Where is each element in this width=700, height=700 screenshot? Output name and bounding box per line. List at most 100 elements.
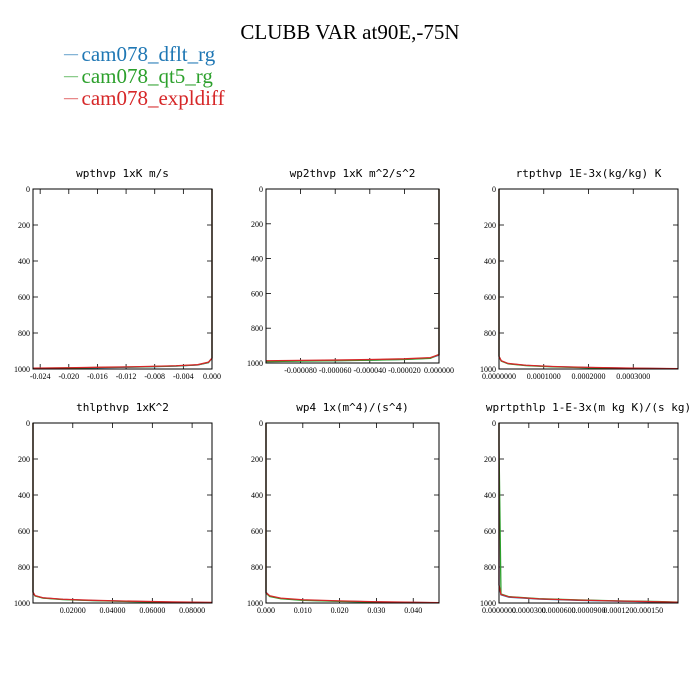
plot-frame	[265, 188, 440, 364]
x-tick-label: 0.0002000	[572, 372, 606, 381]
series-line-1	[265, 189, 440, 362]
x-tick-label: 0.000120	[603, 606, 633, 615]
y-tick-label: 0	[259, 419, 263, 428]
legend-line-icon: —	[64, 91, 82, 106]
series-line-3	[32, 189, 213, 369]
x-tick-label: 0.0000000	[482, 372, 516, 381]
y-tick-label: 600	[251, 289, 263, 298]
x-tick-label: 0.04000	[100, 606, 126, 615]
y-tick-label: 600	[484, 527, 496, 536]
series-line-1	[265, 423, 440, 604]
y-tick-label: 600	[251, 527, 263, 536]
y-tick-label: 400	[18, 491, 30, 500]
series-line-1	[498, 423, 679, 603]
plot-frame	[32, 188, 213, 370]
x-tick-label: 0.08000	[179, 606, 205, 615]
plot-frame	[498, 422, 679, 604]
series-line-3	[265, 423, 440, 604]
legend-item-qt5: — cam078_qt5_rg	[64, 65, 213, 91]
y-tick-label: 400	[484, 257, 496, 266]
series-line-2	[265, 189, 440, 363]
panel-title: wp4 1x(m^4)/(s^4)	[296, 401, 409, 414]
panel-title: rtpthvp 1E-3x(kg/kg) K	[516, 167, 662, 180]
series-line-3	[32, 423, 213, 604]
plot-frame	[498, 188, 679, 370]
x-tick-label: -0.004	[173, 372, 194, 381]
series-line-2	[498, 423, 679, 603]
x-tick-label: -0.000060	[319, 366, 352, 375]
x-tick-label: 0.040	[404, 606, 422, 615]
series-line-2	[498, 189, 679, 370]
legend-label-expldiff: cam078_expldiff	[81, 86, 225, 110]
y-tick-label: 1000	[14, 365, 30, 374]
y-tick-label: 0	[26, 419, 30, 428]
y-tick-label: 0	[492, 419, 496, 428]
x-tick-label: 0.0003000	[616, 372, 650, 381]
x-tick-label: 0.000	[203, 372, 221, 381]
legend-item-dflt: — cam078_dflt_rg	[64, 43, 215, 69]
x-tick-label: -0.020	[58, 372, 79, 381]
panel-2: wp2thvp 1xK m^2/s^2 0 200 400 600 800 1000 -0.0…	[247, 167, 454, 375]
y-tick-label: 0	[492, 185, 496, 194]
x-tick-label: 0.000000	[424, 366, 454, 375]
y-tick-label: 200	[251, 220, 263, 229]
x-tick-label: -0.012	[116, 372, 137, 381]
y-tick-label: 0	[259, 185, 263, 194]
series-line-1	[32, 189, 213, 370]
x-tick-label: 0.0000300	[512, 606, 546, 615]
x-tick-label: -0.008	[144, 372, 165, 381]
x-tick-label: -0.000040	[353, 366, 386, 375]
panel-1: wpthvp 1xK m/s 0 200 400 600 800 1000-0.024 -0.…	[14, 167, 221, 381]
series-line-3	[265, 189, 440, 362]
y-tick-label: 600	[484, 293, 496, 302]
y-tick-label: 800	[18, 329, 30, 338]
y-tick-label: 200	[484, 221, 496, 230]
y-tick-label: 400	[484, 491, 496, 500]
series-line-2	[32, 189, 213, 369]
series-line-2	[32, 423, 213, 604]
legend-label-qt5: cam078_qt5_rg	[81, 64, 213, 88]
y-tick-label: 600	[18, 527, 30, 536]
panel-title: wp2thvp 1xK m^2/s^2	[290, 167, 416, 180]
legend-label-dflt: cam078_dflt_rg	[81, 42, 216, 66]
series-line-2	[265, 423, 440, 604]
x-tick-label: 0.000150	[633, 606, 663, 615]
y-tick-label: 800	[484, 329, 496, 338]
y-tick-label: 800	[484, 563, 496, 572]
x-tick-label: 0.0000000	[482, 606, 516, 615]
x-tick-label: 0.0000900	[572, 606, 606, 615]
plot-frame	[265, 422, 440, 604]
y-tick-label: 400	[251, 491, 263, 500]
x-tick-label: 0.010	[294, 606, 312, 615]
x-tick-label: -0.016	[87, 372, 108, 381]
y-tick-label: 1000	[480, 599, 496, 608]
panel-3: rtpthvp 1E-3x(kg/kg) K020040060080010000…	[480, 167, 679, 381]
y-tick-label: 1000	[247, 359, 263, 368]
x-tick-label: 0.030	[367, 606, 385, 615]
x-tick-label: 0.06000	[139, 606, 165, 615]
y-tick-label: 600	[18, 293, 30, 302]
x-tick-label: 0.000	[257, 606, 275, 615]
y-tick-label: 1000	[480, 365, 496, 374]
x-tick-label: 0.02000	[60, 606, 86, 615]
y-tick-label: 200	[484, 455, 496, 464]
y-tick-label: 800	[251, 324, 263, 333]
y-tick-label: 400	[18, 257, 30, 266]
x-tick-label: -0.000020	[388, 366, 421, 375]
panel-6: wprtpthlp 1-E-3x(m kg K)/(s kg) 0 200 400 60…	[480, 401, 691, 615]
figure-title: CLUBB VAR at90E,-75N	[240, 20, 460, 44]
x-tick-label: 0.0001000	[527, 372, 561, 381]
y-tick-label: 800	[18, 563, 30, 572]
series-line-1	[32, 423, 213, 604]
panel-4: thlpthvp 1xK^2 0 200 400 600 800 1000 0.02000 0.…	[14, 401, 213, 615]
series-line-3	[498, 189, 679, 370]
y-tick-label: 400	[251, 255, 263, 264]
y-tick-label: 1000	[14, 599, 30, 608]
y-tick-label: 200	[18, 455, 30, 464]
plot-frame	[32, 422, 213, 604]
series-line-3	[498, 423, 679, 603]
x-tick-label: -0.024	[30, 372, 51, 381]
legend-line-icon: —	[64, 69, 82, 84]
